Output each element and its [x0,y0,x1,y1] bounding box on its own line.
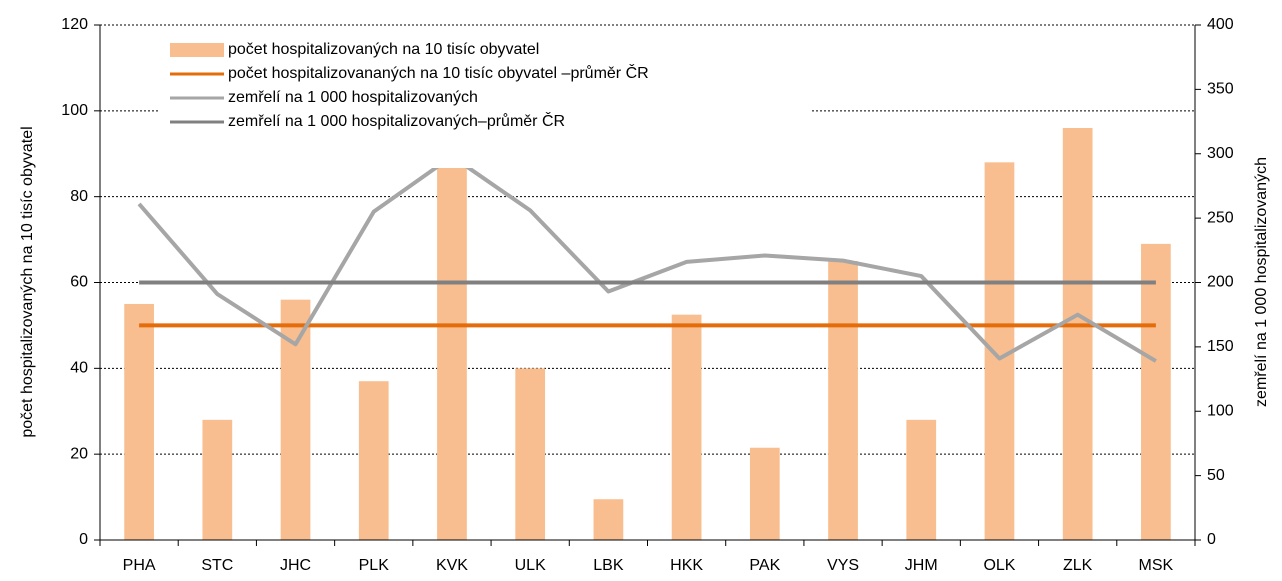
y2-tick-label: 50 [1207,467,1225,484]
y-tick-label: 20 [70,445,88,462]
bar [515,368,546,540]
x-tick-label: JHM [905,557,938,574]
y-tick-label: 100 [61,102,88,119]
x-tick-label: MSK [1139,557,1174,574]
x-tick-label: PHA [123,557,156,574]
bar [124,303,154,540]
x-tick-label: STC [201,557,233,574]
x-tick-label: HKK [670,557,703,574]
bar [828,261,858,540]
legend-label: počet hospitalizovananých na 10 tisíc ob… [228,63,649,82]
x-tick-label: LBK [593,557,624,574]
x-tick-label: PLK [359,557,390,574]
y2-tick-label: 200 [1207,274,1234,291]
line [137,154,1157,363]
y-tick-label: 120 [61,16,88,33]
bar [202,419,233,540]
bar [1141,243,1171,540]
legend-label: zemřelí na 1 000 hospitalizovaných [228,89,478,106]
legend-swatch [170,43,224,57]
y2-axis-label: zemřelí na 1 000 hospitalizovaných [1253,157,1270,407]
x-tick-label: JHC [280,557,311,574]
bar [749,447,780,540]
bar [593,499,624,540]
legend: počet hospitalizovaných na 10 tisíc obyv… [160,36,810,168]
y2-tick-label: 100 [1207,402,1234,419]
y-tick-label: 40 [70,360,88,377]
legend-label: zemřelí na 1 000 hospitalizovaných–průmě… [228,111,565,130]
y2-tick-label: 400 [1207,16,1234,33]
y-tick-label: 60 [70,274,88,291]
y-tick-label: 0 [79,531,88,548]
x-tick-label: PAK [749,557,780,574]
bar [671,314,702,540]
y2-tick-label: 150 [1207,338,1234,355]
x-tick-label: KVK [436,557,468,574]
x-tick-label: VYS [827,557,859,574]
x-tick-label: OLK [983,557,1015,574]
y2-tick-label: 0 [1207,531,1216,548]
bar [358,381,389,540]
bar [906,419,937,540]
y-tick-label: 80 [70,188,88,205]
y-axis-label: počet hospitalizovaných na 10 tisíc obyv… [19,126,36,437]
y2-tick-label: 350 [1207,81,1234,98]
x-tick-label: ZLK [1063,557,1093,574]
y2-tick-label: 300 [1207,145,1234,162]
bar [437,153,467,540]
y2-tick-label: 250 [1207,209,1234,226]
legend-bg [160,36,810,168]
bar [1062,128,1093,540]
legend-label: počet hospitalizovaných na 10 tisíc obyv… [228,41,539,58]
x-tick-label: ULK [515,557,546,574]
